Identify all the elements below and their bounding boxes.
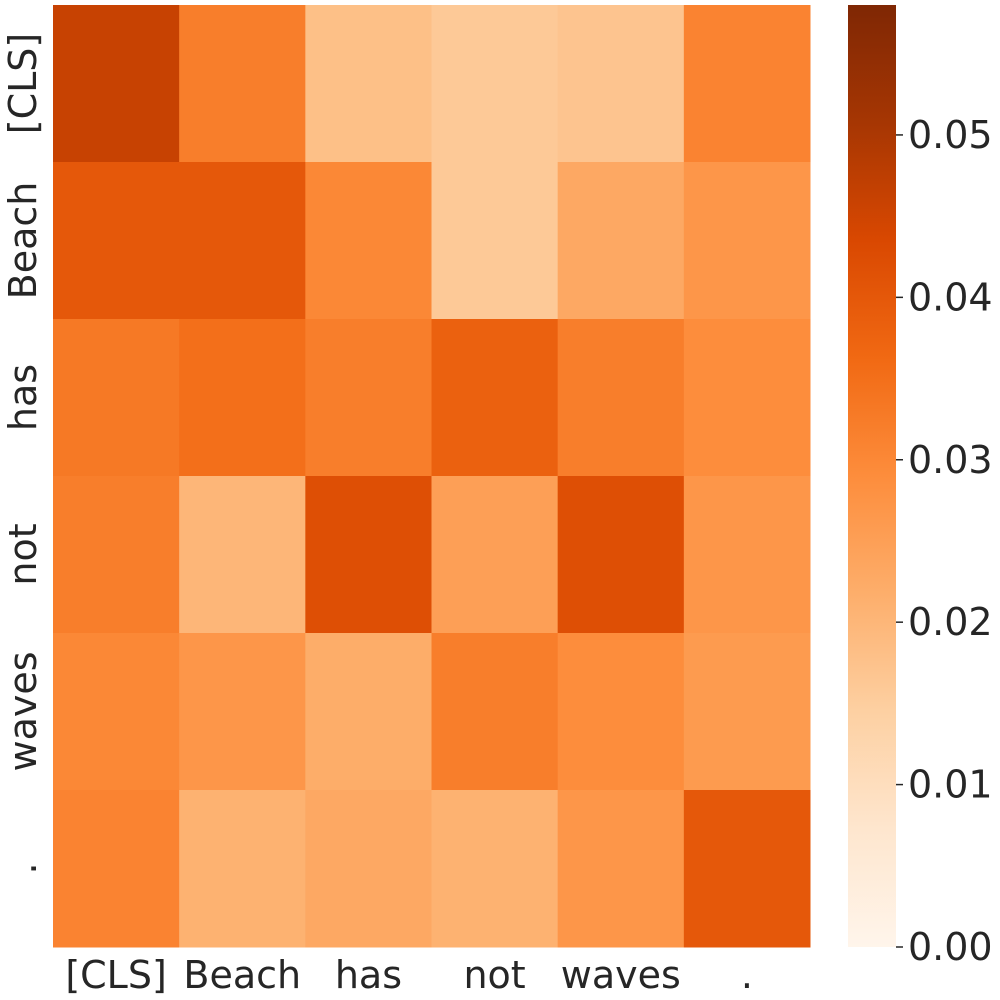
y-tick-label: has [1, 364, 45, 431]
colorbar-tick-label: 0.05 [908, 113, 993, 157]
heatmap-cell [179, 790, 306, 948]
heatmap-cell [305, 5, 432, 163]
heatmap-cell [53, 319, 180, 477]
x-tick-label: Beach [183, 953, 301, 997]
x-tick-label: has [335, 953, 402, 997]
x-tick-label: waves [561, 953, 681, 997]
y-tick-label: not [1, 523, 45, 585]
heatmap-cell [557, 319, 685, 477]
heatmap-cell [683, 162, 811, 320]
colorbar-ticks: 0.00 0.01 0.02 0.03 0.04 0.05 [896, 113, 993, 969]
heatmap-cell [557, 790, 685, 948]
heatmap-cell [431, 633, 559, 791]
heatmap-cell [683, 476, 811, 634]
heatmap-cell [431, 319, 559, 477]
y-axis-tick-labels: [CLS] Beach has not waves. [1, 33, 45, 875]
heatmap-cell [53, 790, 180, 948]
heatmap-cell [53, 633, 180, 791]
colorbar-tick-label: 0.04 [908, 275, 993, 319]
heatmap-cell [179, 162, 306, 320]
y-tick-label: [CLS] [1, 33, 45, 134]
x-axis-tick-labels: [CLS] Beach has not waves. [65, 953, 753, 997]
heatmap-cell [683, 5, 811, 163]
heatmap-cell [431, 162, 559, 320]
colorbar-tick-label: 0.03 [908, 438, 993, 482]
colorbar-tick-label: 0.01 [908, 763, 993, 807]
heatmap-cell [431, 476, 559, 634]
colorbar: 0.00 0.01 0.02 0.03 0.04 0.05 [848, 5, 993, 969]
heatmap-cell [305, 162, 432, 320]
colorbar-tick-label: 0.02 [908, 600, 993, 644]
heatmap-cell [683, 319, 811, 477]
heatmap-cell [431, 5, 559, 163]
x-tick-label: . [741, 953, 753, 997]
heatmap-cell [305, 476, 432, 634]
heatmap-cell [557, 162, 685, 320]
heatmap-cell [305, 319, 432, 477]
heatmap-cell [53, 476, 180, 634]
heatmap-cell [305, 633, 432, 791]
colorbar-gradient [848, 5, 896, 947]
heatmap-cell [53, 162, 180, 320]
heatmap-cell [431, 790, 559, 948]
x-tick-label: [CLS] [65, 953, 166, 997]
heatmap-cell [683, 633, 811, 791]
heatmap-cell [53, 5, 180, 163]
heatmap-cell [179, 476, 306, 634]
colorbar-tick-label: 0.00 [908, 925, 993, 969]
heatmap-cell [557, 476, 685, 634]
heatmap-cell [557, 633, 685, 791]
heatmap-grid [53, 5, 811, 948]
y-tick-label: . [1, 862, 45, 874]
heatmap-cell [683, 790, 811, 948]
heatmap-cell [179, 319, 306, 477]
heatmap-cell [557, 5, 685, 163]
x-tick-label: not [463, 953, 525, 997]
y-tick-label: Beach [1, 182, 45, 300]
heatmap-cell [179, 5, 306, 163]
y-tick-label: waves [1, 651, 45, 771]
heatmap-cell [179, 633, 306, 791]
heatmap-cell [305, 790, 432, 948]
